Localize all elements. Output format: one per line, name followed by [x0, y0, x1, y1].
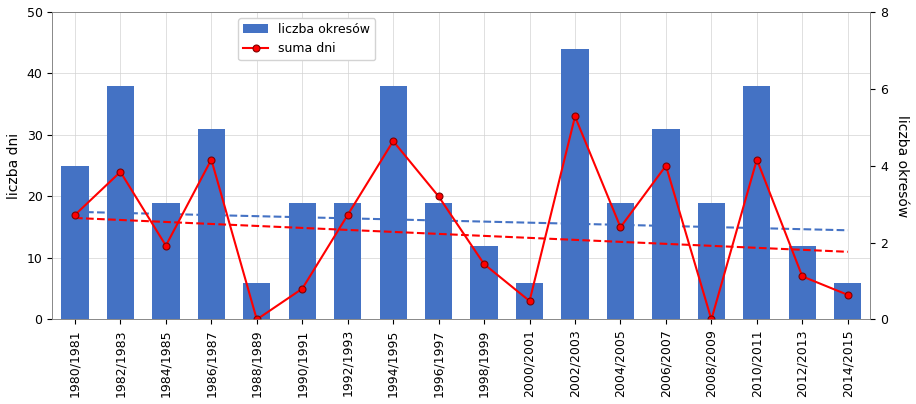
Bar — [698, 202, 725, 320]
Bar — [743, 86, 770, 320]
Bar — [107, 86, 134, 320]
Legend: liczba okresów, suma dni: liczba okresów, suma dni — [238, 18, 376, 61]
Y-axis label: liczba okresów: liczba okresów — [895, 115, 909, 217]
Bar — [789, 246, 816, 320]
Bar — [379, 86, 407, 320]
Y-axis label: liczba dni: liczba dni — [7, 133, 21, 199]
Bar — [61, 166, 89, 320]
Bar — [334, 202, 361, 320]
Bar — [289, 202, 316, 320]
Bar — [198, 129, 225, 320]
Bar — [606, 202, 634, 320]
Bar — [516, 282, 543, 320]
Bar — [834, 282, 861, 320]
Bar — [243, 282, 270, 320]
Bar — [562, 49, 589, 320]
Bar — [652, 129, 680, 320]
Bar — [152, 202, 180, 320]
Bar — [471, 246, 497, 320]
Bar — [425, 202, 453, 320]
